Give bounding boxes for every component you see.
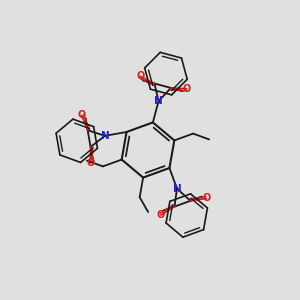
- Text: O: O: [78, 110, 86, 120]
- Text: N: N: [100, 131, 109, 141]
- Text: O: O: [157, 210, 165, 220]
- Text: O: O: [183, 84, 191, 94]
- Text: O: O: [86, 158, 94, 168]
- Text: N: N: [154, 96, 163, 106]
- Text: N: N: [172, 184, 181, 194]
- Text: O: O: [136, 71, 144, 81]
- Text: O: O: [202, 194, 210, 203]
